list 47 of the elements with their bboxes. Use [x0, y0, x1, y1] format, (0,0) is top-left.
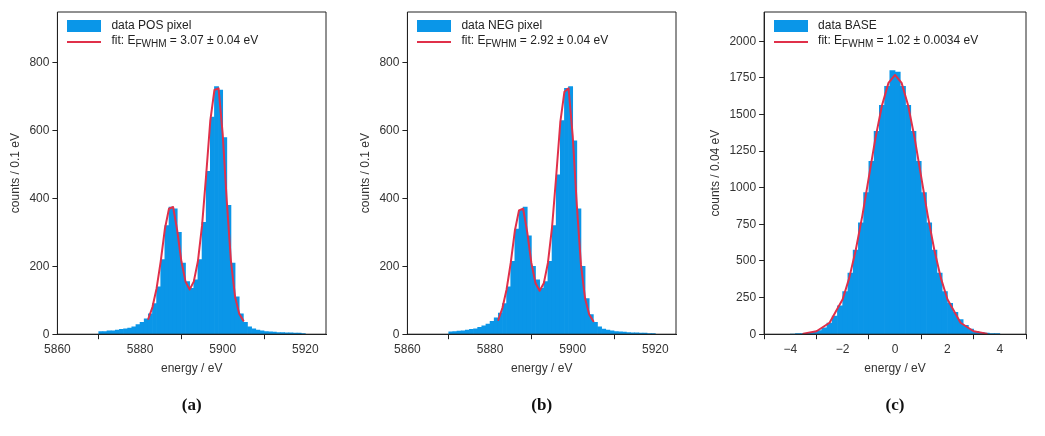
- x-tick-label: 2: [944, 341, 952, 356]
- text: (c): [884, 395, 906, 415]
- y-tick-label: 0: [42, 326, 50, 341]
- y-axis-title: counts / 0.1 eV: [357, 133, 372, 214]
- x-tick-label: 5900: [559, 341, 587, 356]
- y-tick-label: 200: [29, 258, 50, 273]
- y-tick-label: 400: [379, 190, 400, 205]
- y-tick-label: 1750: [729, 70, 757, 85]
- y-tick-label: 600: [379, 123, 400, 138]
- legend-label: data BASE: [818, 18, 877, 33]
- y-tick-label: 0: [392, 326, 400, 341]
- y-tick-label: 500: [736, 253, 757, 268]
- y-axis-title: counts / 0.1 eV: [7, 133, 22, 214]
- y-tick-label: 1000: [729, 180, 757, 195]
- y-tick-label: 1250: [729, 143, 757, 158]
- y-axis-title: counts / 0.04 eV: [707, 129, 722, 217]
- y-tick-label: 0: [749, 326, 757, 341]
- y-tick-label: 800: [29, 55, 50, 70]
- legend-label: fit: E$_{FWHM}$ = 2.92 ± 0.04 eV: [461, 33, 609, 52]
- y-tick-label: 250: [736, 289, 757, 304]
- legend-label: data NEG pixel: [461, 18, 543, 33]
- x-tick-label: 5920: [641, 341, 670, 356]
- y-tick-label: 200: [379, 258, 400, 273]
- y-tick-label: 750: [736, 216, 757, 231]
- x-axis-title: energy / eV: [161, 361, 223, 376]
- text: (b): [530, 395, 554, 415]
- y-tick-label: 400: [29, 190, 50, 205]
- y-tick-label: 600: [29, 123, 50, 138]
- x-tick-label: 5860: [44, 341, 72, 356]
- x-tick-label: 5900: [209, 341, 237, 356]
- x-tick-label: 5920: [291, 341, 320, 356]
- x-tick-label: 5880: [126, 341, 154, 356]
- text: (a): [180, 395, 203, 415]
- y-tick-label: 1500: [729, 106, 757, 121]
- x-tick-label: 0: [891, 341, 899, 356]
- x-axis-title: energy / eV: [511, 361, 573, 376]
- x-tick-label: 5880: [476, 341, 504, 356]
- y-tick-label: 2000: [729, 33, 757, 48]
- legend-label: fit: E$_{FWHM}$ = 1.02 ± 0.0034 eV: [818, 33, 979, 52]
- x-tick-label: −4: [783, 341, 798, 356]
- legend-label: data POS pixel: [111, 18, 192, 33]
- x-tick-label: −2: [835, 341, 850, 356]
- legend-label: fit: E$_{FWHM}$ = 3.07 ± 0.04 eV: [111, 33, 259, 52]
- x-tick-label: 5860: [394, 341, 422, 356]
- y-tick-label: 800: [379, 55, 400, 70]
- x-axis-title: energy / eV: [864, 361, 926, 376]
- x-tick-label: 4: [996, 341, 1004, 356]
